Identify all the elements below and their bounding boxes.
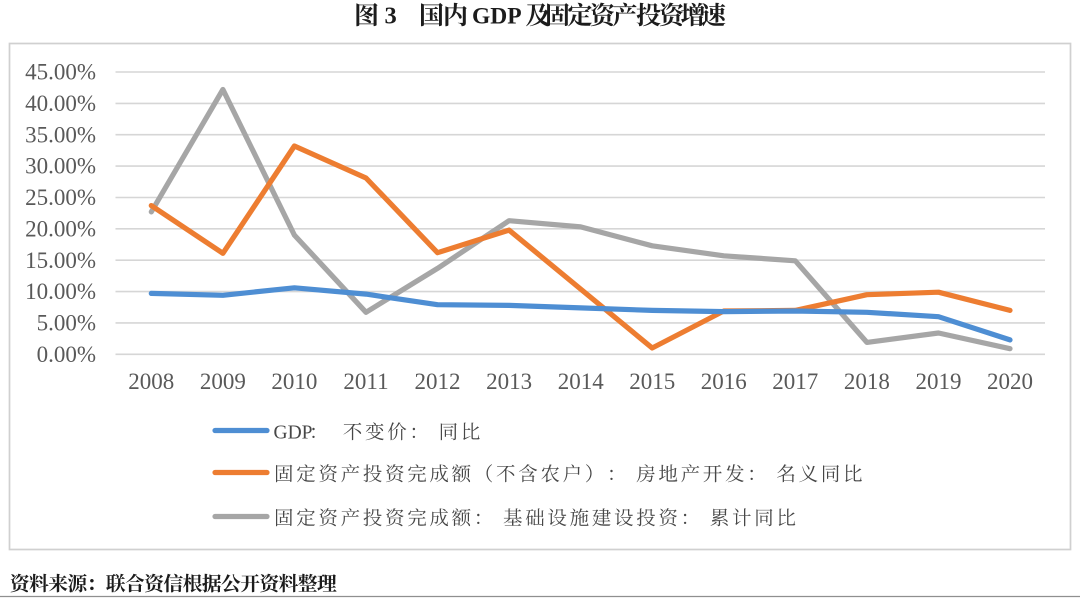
svg-text:5.00%: 5.00% [37, 311, 96, 336]
svg-text:35.00%: 35.00% [25, 122, 96, 147]
svg-text:45.00%: 45.00% [25, 60, 96, 85]
svg-text:2013: 2013 [486, 369, 532, 394]
svg-text:2019: 2019 [916, 369, 962, 394]
svg-text:2008: 2008 [128, 369, 174, 394]
svg-text:2016: 2016 [701, 369, 747, 394]
svg-text:3: 3 [385, 3, 397, 30]
svg-text:15.00%: 15.00% [25, 248, 96, 273]
svg-text:GDP: GDP [472, 4, 522, 30]
svg-text:2020: 2020 [987, 369, 1033, 394]
svg-text:0.00%: 0.00% [37, 342, 96, 367]
svg-text:2010: 2010 [271, 369, 317, 394]
svg-text:2017: 2017 [772, 369, 818, 394]
svg-text:2011: 2011 [343, 369, 388, 394]
svg-text:40.00%: 40.00% [25, 91, 96, 116]
svg-text:2018: 2018 [844, 369, 890, 394]
svg-text:2012: 2012 [415, 369, 461, 394]
svg-text:10.00%: 10.00% [25, 279, 96, 304]
svg-text:GDP: GDP [274, 423, 313, 444]
svg-text:25.00%: 25.00% [25, 185, 96, 210]
svg-text:20.00%: 20.00% [25, 216, 96, 241]
svg-text:30.00%: 30.00% [25, 154, 96, 179]
svg-text:2009: 2009 [200, 369, 246, 394]
svg-text:2015: 2015 [629, 369, 675, 394]
svg-text:2014: 2014 [558, 369, 605, 394]
